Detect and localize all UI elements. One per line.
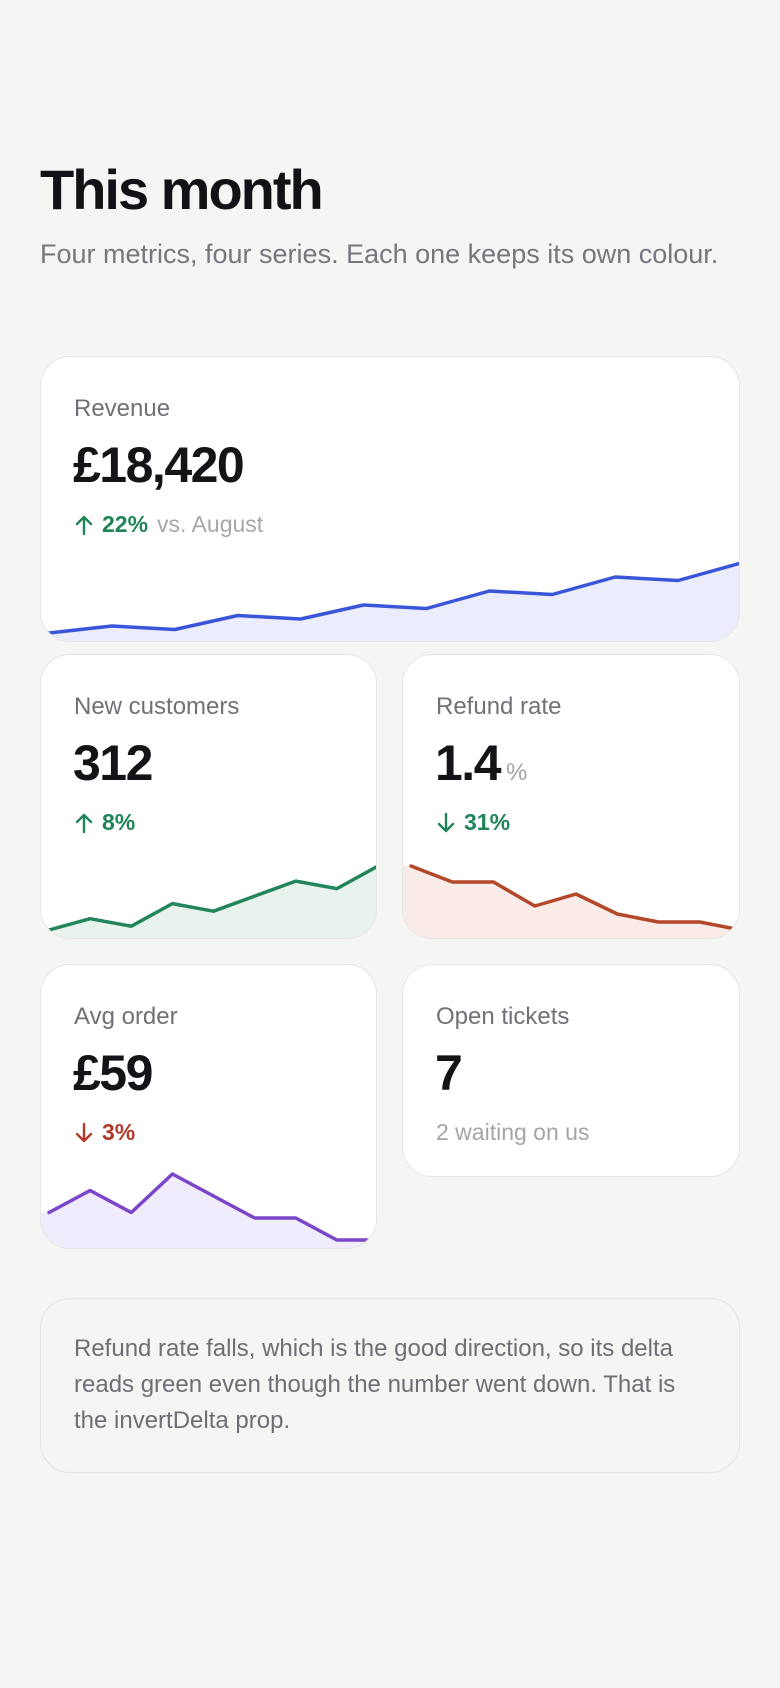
page-title: This month bbox=[40, 158, 324, 221]
info-note: Refund rate falls, which is the good dir… bbox=[40, 1298, 740, 1473]
new-customers-sparkline bbox=[41, 865, 376, 938]
page-subtitle: Four metrics, four series. Each one keep… bbox=[40, 239, 719, 269]
metric-card-avg-order: Avg order £59 3% bbox=[40, 964, 377, 1249]
metric-card-new-customers: New customers 312 8% bbox=[40, 654, 377, 939]
sparkline-area bbox=[403, 866, 739, 938]
sparkline-line bbox=[47, 561, 739, 635]
sparkline-area bbox=[41, 1174, 376, 1248]
delta-percent: 22% bbox=[102, 511, 149, 537]
metric-value: 7 bbox=[435, 1045, 463, 1101]
metric-number: 1.4 bbox=[435, 735, 502, 791]
sparkline-line bbox=[47, 865, 376, 932]
revenue-sparkline bbox=[41, 561, 739, 641]
arrow-down-icon bbox=[75, 1122, 93, 1142]
refund-rate-sparkline bbox=[403, 864, 739, 938]
metric-delta: 3% bbox=[74, 1119, 135, 1146]
sparkline-line bbox=[47, 1172, 376, 1242]
delta-percent: 31% bbox=[464, 809, 511, 835]
sparkline-area bbox=[41, 867, 376, 938]
delta-context: vs. August bbox=[157, 511, 264, 537]
metric-label: New customers bbox=[74, 693, 240, 720]
avg-order-sparkline bbox=[41, 1172, 376, 1248]
metric-value: £59 bbox=[73, 1045, 153, 1101]
metric-delta: 8% bbox=[74, 809, 135, 836]
metric-card-open-tickets: Open tickets 7 2 waiting on us bbox=[402, 964, 740, 1177]
metric-value: 312 bbox=[73, 735, 153, 791]
metric-delta: 31% bbox=[436, 809, 510, 836]
metric-delta: 22% vs. August bbox=[74, 511, 263, 538]
metric-value: 1.4% bbox=[435, 733, 527, 803]
arrow-up-icon bbox=[75, 515, 93, 535]
arrow-up-icon bbox=[75, 813, 93, 833]
metric-card-refund-rate: Refund rate 1.4% 31% bbox=[402, 654, 740, 939]
metric-value: £18,420 bbox=[73, 437, 245, 493]
metric-card-revenue: Revenue £18,420 22% vs. August bbox=[40, 356, 740, 642]
note-text: Refund rate falls, which is the good dir… bbox=[74, 1335, 676, 1434]
arrow-down-icon bbox=[437, 812, 455, 832]
metric-label: Open tickets bbox=[436, 1003, 570, 1030]
metric-label: Avg order bbox=[74, 1003, 178, 1030]
metric-unit: % bbox=[506, 759, 528, 786]
delta-percent: 3% bbox=[102, 1119, 136, 1145]
sparkline-line bbox=[409, 864, 739, 932]
delta-percent: 8% bbox=[102, 809, 136, 835]
metric-label: Refund rate bbox=[436, 693, 562, 720]
metric-label: Revenue bbox=[74, 395, 171, 422]
metric-subtext: 2 waiting on us bbox=[436, 1119, 590, 1145]
